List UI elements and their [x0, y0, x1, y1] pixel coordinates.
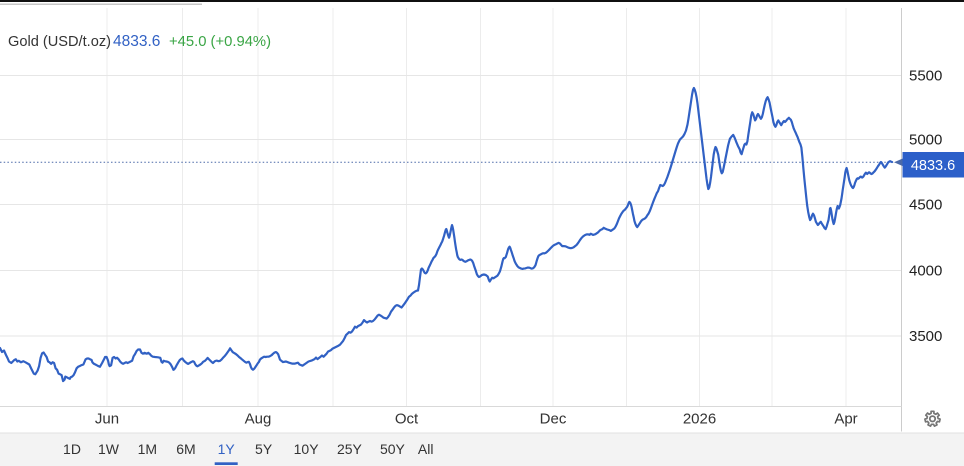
svg-text:Gold (USD/t.oz): Gold (USD/t.oz) — [8, 34, 111, 50]
svg-text:50Y: 50Y — [380, 441, 406, 457]
svg-text:All: All — [418, 441, 434, 457]
svg-text:Jun: Jun — [95, 411, 119, 428]
svg-text:4500: 4500 — [909, 197, 942, 214]
svg-text:3500: 3500 — [909, 328, 942, 345]
svg-text:1Y: 1Y — [218, 441, 236, 457]
svg-text:Oct: Oct — [395, 411, 419, 428]
svg-text:25Y: 25Y — [337, 441, 363, 457]
svg-text:1D: 1D — [63, 441, 81, 457]
svg-text:4833.6: 4833.6 — [911, 158, 955, 174]
svg-text:10Y: 10Y — [294, 441, 320, 457]
svg-text:1M: 1M — [138, 441, 157, 457]
svg-text:5500: 5500 — [909, 68, 942, 85]
svg-text:5000: 5000 — [909, 132, 942, 149]
svg-text:2026: 2026 — [683, 411, 716, 428]
svg-text:Dec: Dec — [540, 411, 567, 428]
svg-text:4833.6: 4833.6 — [113, 33, 160, 50]
svg-text:+45.0 (+0.94%): +45.0 (+0.94%) — [169, 34, 271, 50]
svg-text:Aug: Aug — [245, 411, 272, 428]
svg-text:6M: 6M — [176, 441, 195, 457]
svg-text:5Y: 5Y — [255, 441, 273, 457]
svg-text:1W: 1W — [98, 441, 120, 457]
svg-text:Apr: Apr — [834, 411, 857, 428]
svg-text:4000: 4000 — [909, 263, 942, 280]
